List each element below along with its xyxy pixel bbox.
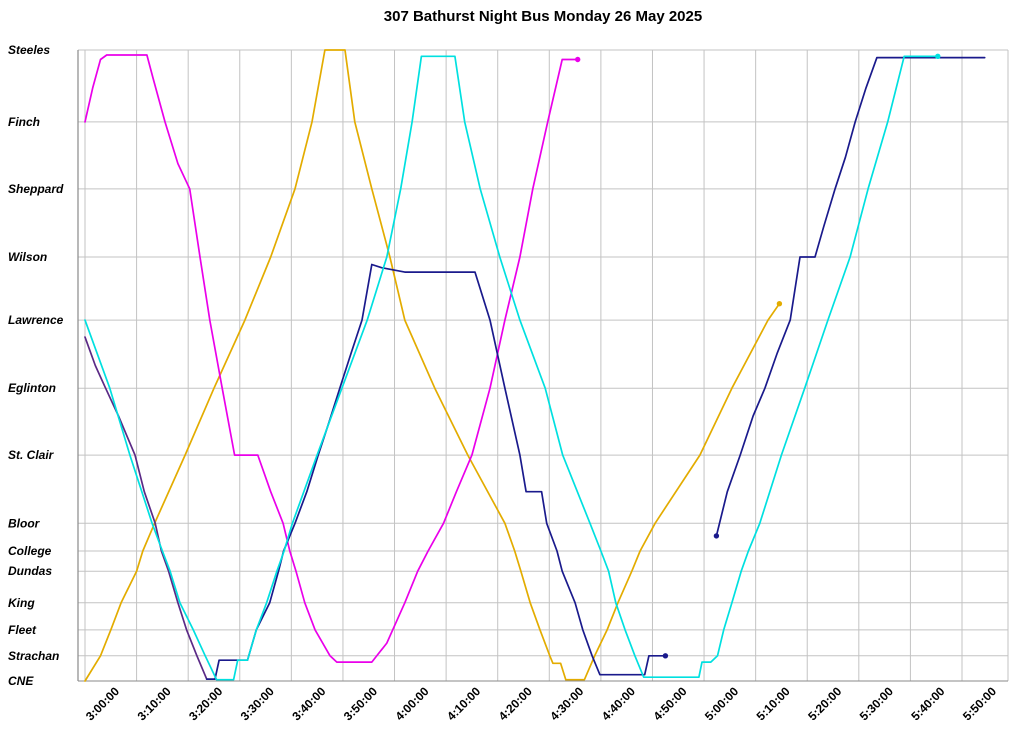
x-axis-tick-label: 4:20:00 (496, 684, 535, 723)
y-axis-station-label: Lawrence (8, 313, 64, 327)
series-start-marker-vehicle-navy-b (713, 533, 720, 539)
y-axis-station-label: Wilson (8, 250, 47, 264)
x-axis-tick-label: 5:10:00 (754, 684, 793, 723)
series-line-vehicle-gold (84, 49, 781, 682)
y-axis-station-label: College (8, 544, 52, 558)
x-axis-tick-label: 4:40:00 (599, 684, 638, 723)
x-axis-tick-label: 5:00:00 (702, 684, 741, 723)
x-axis-tick-label: 5:40:00 (908, 684, 947, 723)
series-line-vehicle-magenta (84, 54, 579, 663)
x-axis-tick-label: 3:10:00 (135, 684, 174, 723)
x-axis-tick-label: 3:30:00 (238, 684, 277, 723)
y-axis-station-label: CNE (8, 674, 34, 688)
y-axis-station-label: Eglinton (8, 381, 56, 395)
series-line-vehicle-navy-a (205, 263, 667, 680)
x-axis-tick-label: 3:50:00 (341, 684, 380, 723)
series-line-vehicle-navy-b (715, 56, 986, 537)
series-end-marker-vehicle-navy-a (662, 653, 669, 659)
y-axis-station-label: Sheppard (8, 182, 64, 196)
y-axis-station-label: Fleet (8, 623, 37, 637)
x-axis-tick-label: 3:40:00 (289, 684, 328, 723)
x-axis-tick-label: 4:50:00 (650, 684, 689, 723)
x-axis-tick-label: 4:30:00 (547, 684, 586, 723)
series-end-marker-vehicle-magenta (575, 56, 581, 63)
series-line-vehicle-cyan (84, 55, 939, 681)
y-axis-station-label: Finch (8, 115, 40, 129)
y-axis-station-label: Strachan (8, 649, 59, 663)
x-axis-tick-label: 5:20:00 (805, 684, 844, 723)
y-axis-station-label: King (8, 596, 35, 610)
x-axis-tick-label: 5:50:00 (960, 684, 999, 723)
series-end-marker-vehicle-gold (776, 301, 783, 307)
x-axis-tick-label: 5:30:00 (857, 684, 896, 723)
chart-title: 307 Bathurst Night Bus Monday 26 May 202… (383, 8, 703, 25)
series-end-marker-vehicle-cyan (935, 53, 941, 59)
x-axis-tick-label: 4:00:00 (392, 684, 431, 723)
x-axis-tick-label: 3:00:00 (83, 684, 122, 723)
y-axis-station-label: Bloor (8, 516, 41, 530)
x-axis-tick-label: 3:20:00 (186, 684, 225, 723)
series-line-vehicle-purple (84, 336, 208, 680)
y-axis-station-label: St. Clair (8, 448, 55, 462)
y-axis-station-label: Dundas (8, 564, 52, 578)
x-axis-tick-label: 4:10:00 (444, 684, 483, 723)
y-axis-station-label: Steeles (8, 43, 50, 57)
